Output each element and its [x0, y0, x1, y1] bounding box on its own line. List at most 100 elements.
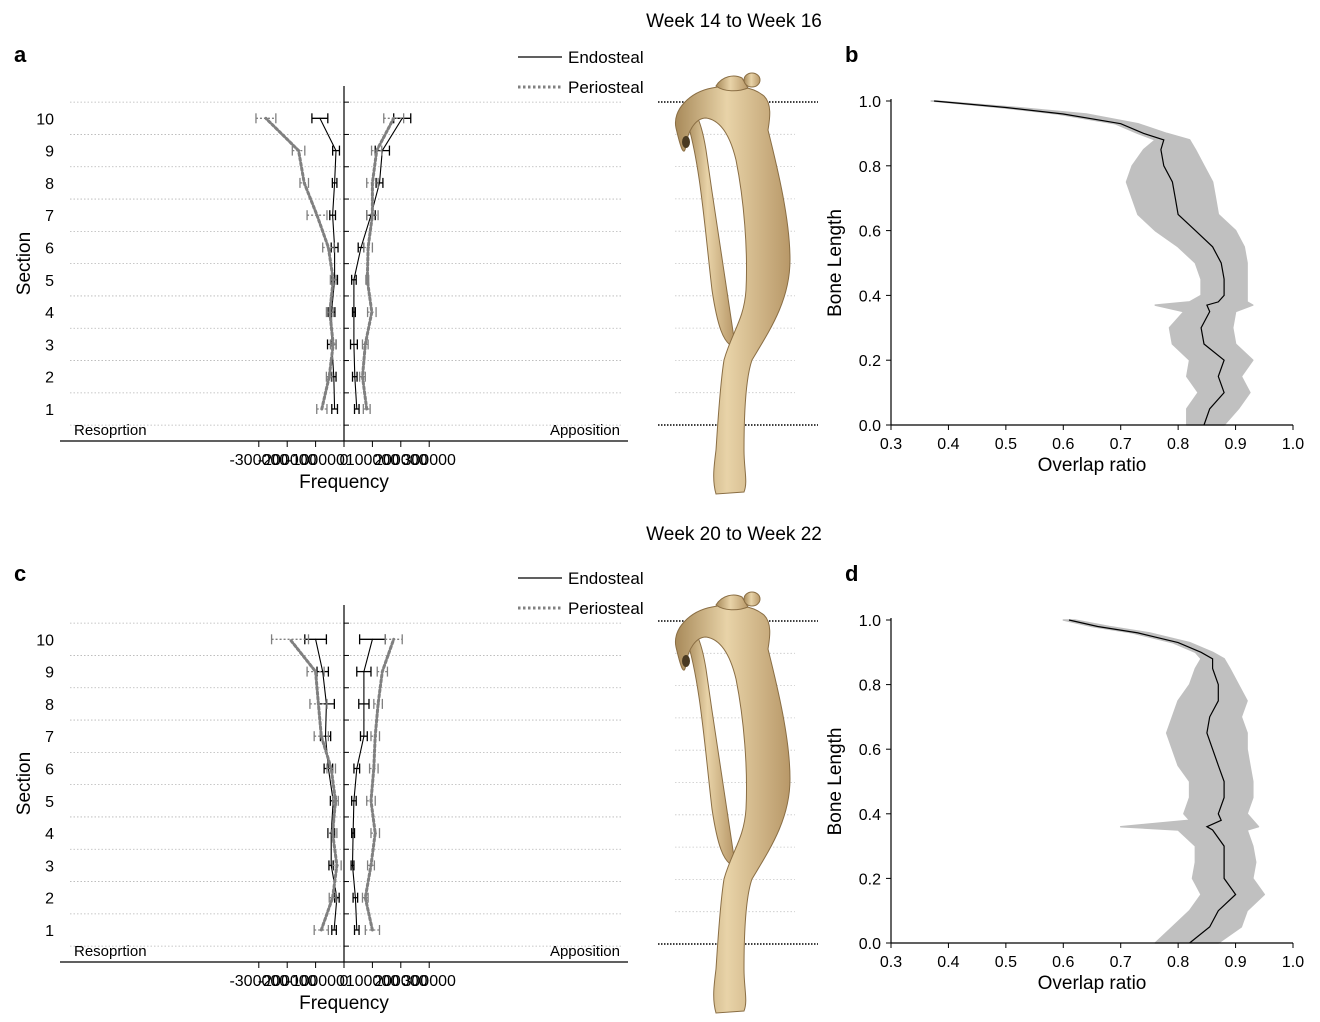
- tibia-bone-illustration: [658, 72, 818, 495]
- x-tick-label: 100000: [346, 973, 399, 990]
- resorption-label: Resoprtion: [74, 422, 147, 439]
- y-tick-label: 7: [45, 208, 54, 225]
- tibia-bone-illustration: [658, 591, 818, 1014]
- mean-line: [1068, 619, 1237, 944]
- x-tick-label: 0.9: [1224, 954, 1246, 971]
- tibia-shape: [674, 604, 791, 1014]
- y-tick-label: 5: [45, 273, 54, 290]
- bone-knob: [743, 591, 761, 607]
- y-tick-label: 5: [45, 794, 54, 811]
- periosteal-resorption-line: [264, 116, 335, 411]
- y-tick-label: 0.6: [859, 742, 881, 759]
- periosteal-resorption-line: [288, 637, 339, 932]
- y-tick-label: 3: [45, 858, 54, 875]
- period-title-top: Week 14 to Week 16: [646, 11, 822, 32]
- x-tick-label: 0.5: [995, 954, 1017, 971]
- sd-band: [1062, 619, 1266, 944]
- y-tick-label: 0.6: [859, 224, 881, 241]
- x-tick-label: -100000: [286, 973, 345, 990]
- y-tick-label: 1: [45, 923, 54, 940]
- y-tick-label: 10: [36, 632, 54, 649]
- panel-letter-a: a: [14, 42, 27, 67]
- x-tick-label: 300000: [403, 973, 456, 990]
- bone-notch: [682, 136, 690, 148]
- panel-c-section-profile: -300000-200000-1000000100000200000300000…: [14, 569, 644, 1014]
- x-tick-label: 1.0: [1282, 436, 1304, 453]
- legend-periosteal-label: Periosteal: [568, 78, 644, 97]
- tibia-shape: [674, 85, 791, 495]
- legend-periosteal-label: Periosteal: [568, 599, 644, 618]
- y-tick-label: 0.8: [859, 159, 881, 176]
- y-tick-label: 4: [45, 305, 54, 322]
- x-tick-label: 0: [340, 973, 349, 990]
- panel-d-overlap-profile: 0.3 0.4 0.5 0.6 0.7 0.8 0.9 1.0 0.0 0.2 0.4 0.6 0.8 1…: [825, 613, 1304, 994]
- y-axis-title: Bone Length: [825, 209, 846, 317]
- sd-band: [930, 100, 1254, 426]
- x-tick-label: -100000: [286, 452, 345, 469]
- y-tick-label: 9: [45, 665, 54, 682]
- panel-letter-d: d: [845, 561, 858, 586]
- x-tick-label: 1.0: [1282, 954, 1304, 971]
- x-axis-title: Overlap ratio: [1038, 455, 1147, 476]
- y-tick-label: 10: [36, 111, 54, 128]
- fibula-shape: [685, 107, 735, 346]
- y-tick-label: 0.4: [859, 807, 881, 824]
- x-tick-label: -200000: [258, 973, 317, 990]
- apposition-label: Apposition: [550, 943, 620, 960]
- y-tick-label: 6: [45, 241, 54, 258]
- x-tick-label: 200000: [374, 452, 427, 469]
- y-tick-label: 2: [45, 370, 54, 387]
- x-tick-label: 0.8: [1167, 954, 1189, 971]
- y-axis-title: Section: [14, 232, 35, 295]
- y-tick-label: 2: [45, 891, 54, 908]
- y-tick-label: 3: [45, 337, 54, 354]
- tibia-cap: [715, 75, 749, 92]
- y-tick-label: 8: [45, 697, 54, 714]
- endosteal-resorption-line: [319, 117, 337, 410]
- tibia-cap: [715, 594, 749, 611]
- y-tick-label: 8: [45, 176, 54, 193]
- bone-notch: [682, 655, 690, 667]
- apposition-label: Apposition: [550, 422, 620, 439]
- x-tick-label: 0.8: [1167, 436, 1189, 453]
- x-tick-label: -200000: [258, 452, 317, 469]
- x-tick-label: -300000: [229, 973, 288, 990]
- periosteal-apposition-line: [361, 116, 396, 411]
- mean-line: [934, 100, 1225, 426]
- x-tick-label: 0.9: [1224, 436, 1246, 453]
- y-tick-label: 0.8: [859, 678, 881, 695]
- x-tick-label: 0.7: [1110, 954, 1132, 971]
- x-tick-label: 0: [340, 452, 349, 469]
- x-tick-label: 0.7: [1110, 436, 1132, 453]
- y-tick-label: 7: [45, 729, 54, 746]
- panel-letter-c: c: [14, 561, 26, 586]
- x-axis-title: Overlap ratio: [1038, 973, 1147, 994]
- x-tick-label: 0.4: [937, 954, 959, 971]
- x-tick-label: 0.3: [880, 436, 902, 453]
- x-tick-label: 100000: [346, 452, 399, 469]
- y-tick-label: 4: [45, 826, 54, 843]
- endosteal-apposition-line: [351, 638, 373, 931]
- y-tick-label: 0.0: [859, 936, 881, 953]
- y-axis-title: Bone Length: [825, 728, 846, 836]
- x-tick-label: 300000: [403, 452, 456, 469]
- x-axis-title: Frequency: [299, 472, 389, 493]
- x-tick-label: 0.5: [995, 436, 1017, 453]
- y-tick-label: 0.4: [859, 288, 881, 305]
- x-tick-label: 0.3: [880, 954, 902, 971]
- panel-letter-b: b: [845, 42, 858, 67]
- panel-b-overlap-profile: 0.3 0.4 0.5 0.6 0.7 0.8 0.9 1.0 0.0 0.2 0.4 0.6 0.8 1…: [825, 94, 1304, 476]
- y-tick-label: 0.2: [859, 871, 881, 888]
- y-axis-title: Section: [14, 752, 35, 815]
- x-tick-label: 0.4: [937, 436, 959, 453]
- x-tick-label: -300000: [229, 452, 288, 469]
- legend-endosteal-label: Endosteal: [568, 48, 644, 67]
- y-tick-label: 6: [45, 762, 54, 779]
- endosteal-apposition-line: [353, 117, 403, 410]
- panel-a-section-profile: -300000-200000-1000000100000200000300000…: [14, 48, 644, 493]
- fibula-shape: [685, 626, 735, 865]
- legend-endosteal-label: Endosteal: [568, 569, 644, 588]
- x-tick-label: 0.6: [1052, 436, 1074, 453]
- y-tick-label: 1: [45, 402, 54, 419]
